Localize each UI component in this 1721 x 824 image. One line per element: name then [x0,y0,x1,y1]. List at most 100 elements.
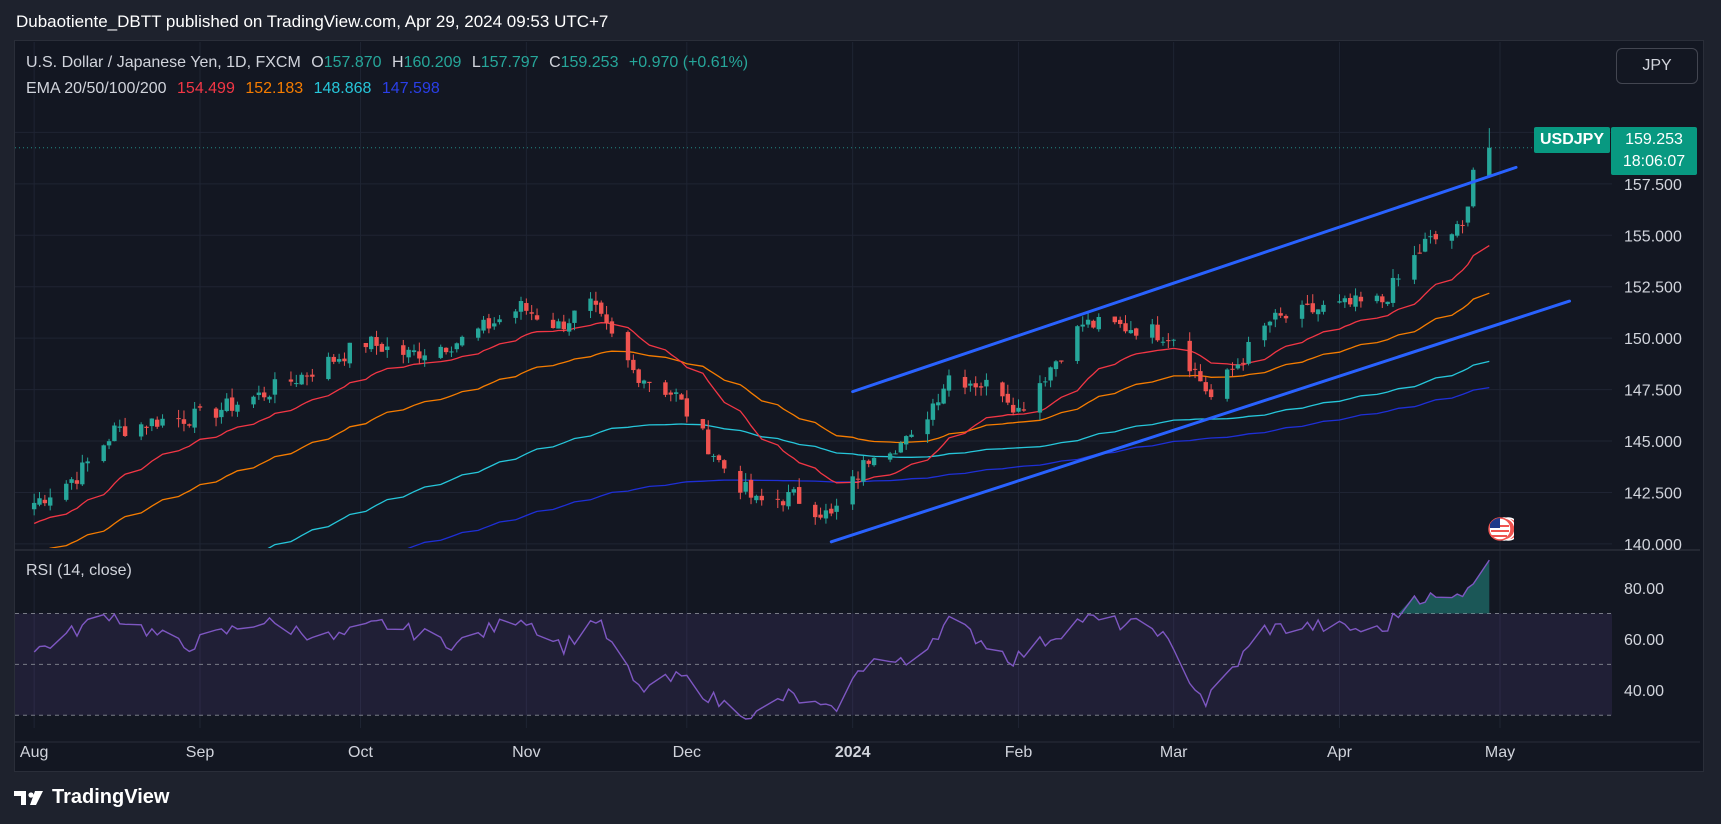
candle [1273,309,1278,328]
candle-body [117,426,122,428]
chart-frame[interactable] [14,40,1704,772]
candle-body [631,359,636,371]
candle-body [706,429,711,455]
time-tick-label: Sep [186,744,215,761]
candle-body [1315,309,1321,315]
candle [1043,377,1048,387]
candle [1385,301,1390,307]
candle-body [978,386,984,388]
candle [74,471,80,490]
candle-body [1273,312,1278,320]
candle [492,317,497,330]
last-price-tag: 159.253 18:06:07 [1611,127,1697,175]
candle-body [1134,328,1139,336]
candle-body [122,426,128,436]
candle [593,291,599,313]
candle-body [1155,324,1160,341]
candle-body [1262,325,1267,341]
candle [229,388,235,417]
candle [1396,274,1401,287]
candle-body [288,379,294,382]
candle [679,393,684,400]
candle-body [625,332,631,361]
candle-body [406,349,411,358]
currency-button[interactable]: JPY [1616,48,1698,84]
candle-body [1010,404,1016,413]
candle [481,315,486,334]
candle-body [112,425,117,442]
candle [304,372,310,386]
ema20-line [33,245,1490,525]
candle-body [743,481,748,492]
candle [572,310,577,331]
candle [973,376,978,396]
candle [181,410,187,432]
candle-body [968,383,973,386]
candle-body [385,346,390,351]
candle [406,346,411,364]
candle [529,305,534,321]
candle-body [1203,382,1208,392]
candle [588,292,593,319]
candle-body [1353,295,1358,307]
us-flag-events-icon[interactable] [1486,515,1514,543]
candle-body [379,343,385,352]
candle-body [219,409,224,418]
candle-body [160,418,165,426]
candle-body [738,470,743,493]
candle-body [1198,371,1203,382]
candle-body [1043,381,1048,383]
candle [64,480,69,502]
candle-body [1417,252,1422,254]
symbol-title[interactable]: U.S. Dollar / Japanese Yen, 1D, FXCM [26,54,301,71]
candle-body [1053,361,1059,370]
candle [754,494,759,504]
candle [625,330,631,368]
candle-body [235,404,240,412]
candle [31,493,37,516]
candle-body [1278,313,1283,316]
candle [1299,300,1305,328]
candle-body [213,408,219,418]
candle [101,444,106,463]
candle [1075,325,1080,364]
candle [213,407,219,427]
rsi-tick-label: 60.00 [1624,632,1664,649]
candle-body [1123,323,1128,332]
candle-body [256,392,262,396]
candle-body [903,436,909,445]
candle [636,368,641,388]
candle [1455,220,1460,238]
candle [48,488,53,511]
candle-body [679,394,684,400]
candle [925,411,930,443]
candle [122,417,128,437]
candle-body [759,495,764,501]
ema-legend[interactable]: EMA 20/50/100/200 154.499 152.183 148.86… [26,80,446,98]
candle-body [155,419,160,427]
candle [379,342,385,352]
candle [138,422,144,441]
candle [1091,319,1096,329]
candle [903,435,909,450]
last-price-value: 159.253 [1625,131,1683,148]
candle [326,352,331,381]
rsi-legend[interactable]: RSI (14, close) [26,562,132,579]
candle-body [149,418,155,427]
price-tick-label: 147.500 [1624,383,1682,400]
close-value: 159.253 [560,54,619,71]
candle-body [272,379,278,395]
candle-body [887,453,893,460]
candle [1059,360,1064,364]
candle-body [593,300,599,305]
candle-body [866,460,871,464]
candle-body [299,374,304,385]
candle [85,457,90,472]
candle-body [42,499,48,504]
candle-body [684,398,690,417]
candle [706,420,711,455]
candle-body [813,504,818,518]
candle-body [1385,301,1390,305]
candle-body [636,369,641,383]
